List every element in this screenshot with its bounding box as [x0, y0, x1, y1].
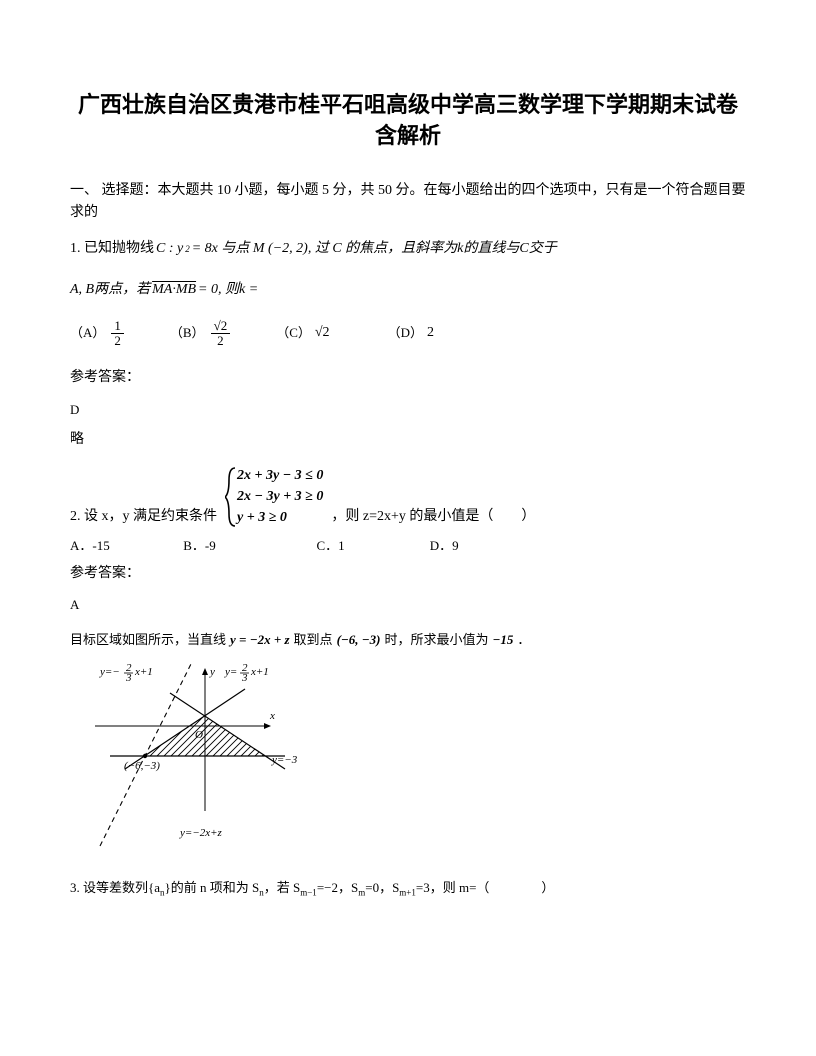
- svg-text:y=: y=: [224, 666, 237, 678]
- q2-constraints: 2x + 3y − 3 ≤ 0 2x − 3y + 3 ≥ 0 y + 3 ≥ …: [225, 465, 323, 528]
- q2-opt-c: C．1: [317, 536, 427, 557]
- q2-answer-label: 参考答案：: [70, 563, 746, 585]
- q2-answer: A: [70, 595, 746, 616]
- q2-suffix: ，则 z=2x+y 的最小值是（ ）: [331, 506, 535, 528]
- q2-opt-a: A．-15: [70, 536, 180, 557]
- svg-text:x+1: x+1: [250, 666, 269, 678]
- q1-opt-a-frac: 1 2: [111, 319, 124, 347]
- svg-text:x+1: x+1: [134, 666, 153, 678]
- q1-opt-a-num: 1: [111, 319, 124, 334]
- q1-opt-b-label: （B）: [170, 323, 205, 344]
- q2-opt-d: D．9: [430, 536, 459, 557]
- q2-opt-b: B．-9: [183, 536, 313, 557]
- q3-c: ，若 S: [264, 880, 300, 895]
- q1-curve-eq: = 8x 与点 M (−2, 2), 过 C 的焦点，且斜率为k的直线与C交于: [192, 238, 557, 260]
- q2-exp-prefix: 目标区域如图所示，当直线: [70, 630, 226, 651]
- section-header: 一、 选择题：本大题共 10 小题，每小题 5 分，共 50 分。在每小题给出的…: [70, 180, 746, 225]
- svg-text:y: y: [209, 666, 215, 678]
- q2-exp-line: y = −2x + z: [230, 630, 290, 651]
- q3-question: 3. 设等差数列{an}的前 n 项和为 Sn，若 Sm−1=−2，Sm=0，S…: [70, 878, 746, 900]
- q3-b: }的前 n 项和为 S: [165, 880, 260, 895]
- svg-text:O: O: [195, 729, 203, 741]
- q2-chart: y=− 23 x+1 y= 23 x+1 y x y=−3 (−6,−3) O …: [70, 661, 746, 864]
- q3-a: 3. 设等差数列{a: [70, 880, 160, 895]
- q1-vec: MA·MB: [152, 279, 196, 301]
- q1-options: （A） 1 2 （B） √2 2 （C） √2 （D） 2: [70, 319, 746, 347]
- svg-text:y=−3: y=−3: [271, 754, 298, 766]
- svg-text:y=−2x+z: y=−2x+z: [179, 827, 223, 839]
- q1-line2: A, B两点，若 MA·MB = 0, 则k =: [70, 279, 746, 301]
- q1-opt-d-label: （D）: [388, 323, 423, 344]
- q1-answer: D: [70, 400, 746, 421]
- q1-ab: A, B两点，若: [70, 279, 150, 301]
- q2-c1: 2x + 3y − 3 ≤ 0: [237, 465, 323, 486]
- q2-c3: y + 3 ≥ 0: [237, 507, 323, 528]
- q1-opt-c-val: √2: [315, 322, 330, 344]
- q1-opt-a-den: 2: [111, 334, 124, 348]
- brace-icon: [225, 466, 237, 528]
- exam-page: 广西壮族自治区贵港市桂平石咀高级中学高三数学理下学期期末试卷含解析 一、 选择题…: [0, 0, 816, 940]
- q1-prefix: 1. 已知抛物线: [70, 238, 154, 260]
- svg-text:(−6,−3): (−6,−3): [124, 760, 160, 772]
- q2-exp-suffix: 时，所求最小值为: [384, 630, 488, 651]
- q2-exp-mid: 取到点: [294, 630, 333, 651]
- q2-c2: 2x − 3y + 3 ≥ 0: [237, 486, 323, 507]
- q3-sub-m2: m+1: [399, 888, 416, 898]
- q3-f: =3，则 m=（ ）: [416, 880, 555, 895]
- q2-question: 2. 设 x，y 满足约束条件 2x + 3y − 3 ≤ 0 2x − 3y …: [70, 465, 746, 528]
- q3-d: =−2，S: [317, 880, 358, 895]
- q2-options: A．-15 B．-9 C．1 D．9: [70, 536, 746, 557]
- page-title: 广西壮族自治区贵港市桂平石咀高级中学高三数学理下学期期末试卷含解析: [70, 90, 746, 152]
- svg-text:y=−: y=−: [99, 666, 120, 678]
- q2-exp-val: −15: [493, 630, 514, 651]
- q1-brief: 略: [70, 429, 746, 451]
- q2-prefix: 2. 设 x，y 满足约束条件: [70, 506, 217, 528]
- q1-opt-d-val: 2: [427, 322, 434, 344]
- q1-answer-label: 参考答案：: [70, 367, 746, 389]
- q1-eq0: = 0, 则k =: [198, 279, 258, 301]
- q1-opt-b-den: 2: [214, 334, 227, 348]
- q2-exp-period: ．: [517, 630, 530, 651]
- q3-e: =0，S: [365, 880, 399, 895]
- q1-curve-lhs: C : y: [156, 238, 183, 260]
- q1-line1: 1. 已知抛物线 C : y2 = 8x 与点 M (−2, 2), 过 C 的…: [70, 238, 746, 260]
- q1-opt-b-num: √2: [211, 319, 231, 334]
- q2-exp-point: (−6, −3): [337, 630, 381, 651]
- q2-explanation: 目标区域如图所示，当直线 y = −2x + z 取到点 (−6, −3) 时，…: [70, 630, 746, 651]
- q3-sub-m1: m−1: [300, 888, 317, 898]
- q1-opt-a-label: （A）: [70, 323, 105, 344]
- q1-opt-c-label: （C）: [276, 323, 311, 344]
- svg-text:x: x: [269, 710, 275, 722]
- q1-opt-b-frac: √2 2: [211, 319, 231, 347]
